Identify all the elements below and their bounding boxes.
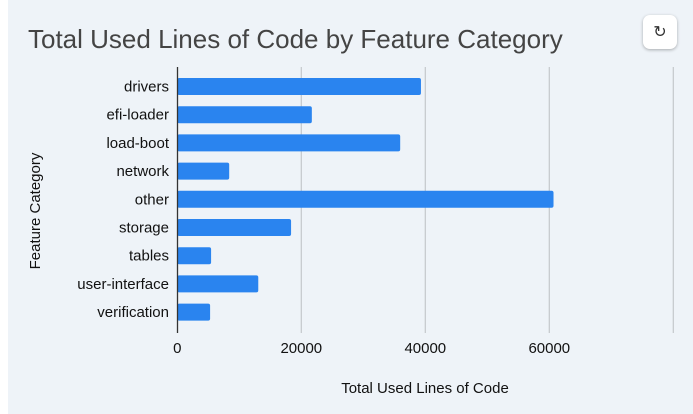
bar-storage <box>177 219 292 236</box>
bar-other <box>177 190 554 208</box>
y-tick-label: verification <box>97 304 169 321</box>
bar-tables <box>177 247 212 265</box>
y-tick-label: storage <box>119 220 169 237</box>
y-axis-label: Feature Category <box>27 152 44 269</box>
x-tick-label: 20000 <box>280 340 322 357</box>
bar-user-interface <box>177 275 259 293</box>
bar-verification <box>177 303 211 321</box>
x-tick-label: 60000 <box>528 340 570 357</box>
bar-drivers <box>177 78 421 95</box>
x-axis-label: Total Used Lines of Code <box>341 380 509 397</box>
x-tick-label: 40000 <box>404 340 446 357</box>
chart-title: Total Used Lines of Code by Feature Cate… <box>28 24 563 54</box>
y-tick-label: other <box>135 191 169 208</box>
bar-load-boot <box>177 134 401 152</box>
bar-network <box>177 162 230 180</box>
refresh-icon: ↻ <box>653 24 667 41</box>
refresh-button[interactable]: ↻ <box>643 15 677 49</box>
y-tick-label: user-interface <box>77 276 169 293</box>
y-tick-label: tables <box>129 248 169 265</box>
y-tick-label: network <box>116 163 169 180</box>
y-tick-label: drivers <box>124 79 169 96</box>
y-tick-label: load-boot <box>106 135 169 152</box>
x-tick-label: 0 <box>173 340 181 357</box>
y-tick-label: efi-loader <box>106 107 169 124</box>
bar-efi-loader <box>177 106 312 124</box>
